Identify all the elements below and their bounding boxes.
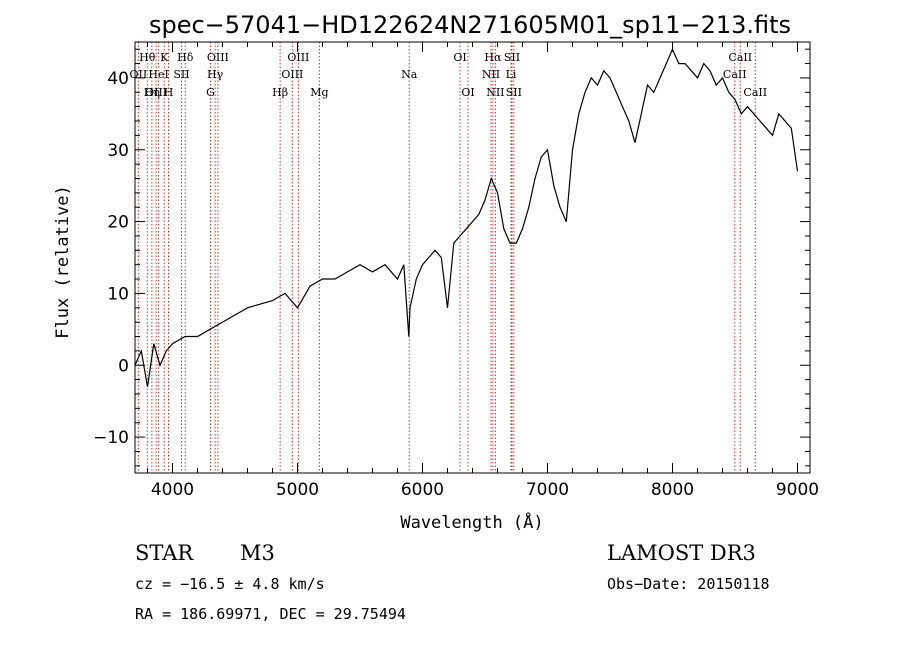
y-axis-ticks: −10 0 10 20 30 40 [93, 48, 810, 467]
spectral-line-label-8: Hδ [177, 51, 194, 64]
spectral-line-label-0: OII [130, 68, 148, 81]
spectral-line-label-15: Mg [310, 86, 328, 99]
x-tick-label-4: 8000 [651, 480, 694, 500]
spectral-line-label-12: Hβ [272, 86, 288, 99]
x-tick-label-1: 5000 [276, 480, 319, 500]
spectral-line-label-11: OIII [207, 51, 229, 64]
spectral-line-label-16: Na [401, 68, 418, 81]
x-tick-label-3: 7000 [526, 480, 569, 500]
spectral-line-label-1: Hθ [139, 51, 156, 64]
spectral-line-label-10: Hγ [207, 68, 224, 81]
spectral-line-label-27: CaII [743, 86, 767, 99]
chart-title: spec−57041−HD122624N271605M01_sp11−213.f… [149, 11, 791, 39]
spectral-line-label-17: OI [453, 51, 466, 64]
flux-series-line [134, 47, 799, 387]
coordinates: RA = 186.69971, DEC = 29.75494 [135, 605, 406, 623]
spectral-line-label-6: H [164, 86, 174, 99]
y-tick-label-1: 0 [118, 356, 129, 376]
x-axis-label: Wavelength (Å) [400, 511, 543, 533]
spectral-line-label-14: OIII [287, 51, 309, 64]
spectral-line-label-22: Li [506, 68, 517, 81]
spectral-line-label-3: Hη [144, 86, 160, 99]
y-tick-label-0: −10 [93, 428, 129, 448]
spectral-line-label-26: CaII [728, 51, 752, 64]
object-subclass: M3 [240, 541, 275, 565]
spectral-line-label-5: K [160, 51, 169, 64]
spectral-line-label-24: SII [506, 86, 522, 99]
survey-name: LAMOST DR3 [607, 541, 756, 565]
x-tick-label-2: 6000 [401, 480, 444, 500]
y-tick-label-3: 20 [107, 213, 129, 233]
x-tick-label-5: 9000 [776, 480, 819, 500]
spectral-line-labels: OIIHθOIIIHηHeIKHSIIHδGHγOIIIHβOIIIOIIIMg… [130, 51, 768, 99]
x-axis-ticks: 4000 5000 6000 7000 8000 9000 [147, 42, 819, 500]
spectral-line-markers [137, 42, 756, 473]
spectral-line-label-25: CaII [723, 68, 747, 81]
spectral-line-label-2: OIII [145, 86, 167, 99]
y-tick-label-4: 30 [107, 141, 129, 161]
spectral-line-label-18: OI [461, 86, 474, 99]
y-tick-label-2: 10 [107, 284, 129, 304]
spectral-line-label-4: HeI [148, 68, 168, 81]
object-class: STAR [135, 541, 194, 565]
spectral-line-label-23: SII [504, 51, 520, 64]
y-axis-label: Flux (relative) [53, 185, 73, 339]
spectral-line-label-20: Hα [484, 51, 502, 64]
spectral-line-label-21: NII [486, 86, 504, 99]
spectral-line-label-19: NII [482, 68, 500, 81]
redshift-value: cz = −16.5 ± 4.8 km/s [135, 575, 325, 593]
x-tick-label-0: 4000 [151, 480, 194, 500]
plot-frame [134, 41, 811, 474]
obs-date: Obs−Date: 20150118 [607, 575, 770, 593]
spectral-line-label-13: OIII [281, 68, 303, 81]
spectral-line-label-7: SII [173, 68, 189, 81]
spectral-line-label-9: G [206, 86, 215, 99]
y-tick-label-5: 40 [107, 69, 129, 89]
